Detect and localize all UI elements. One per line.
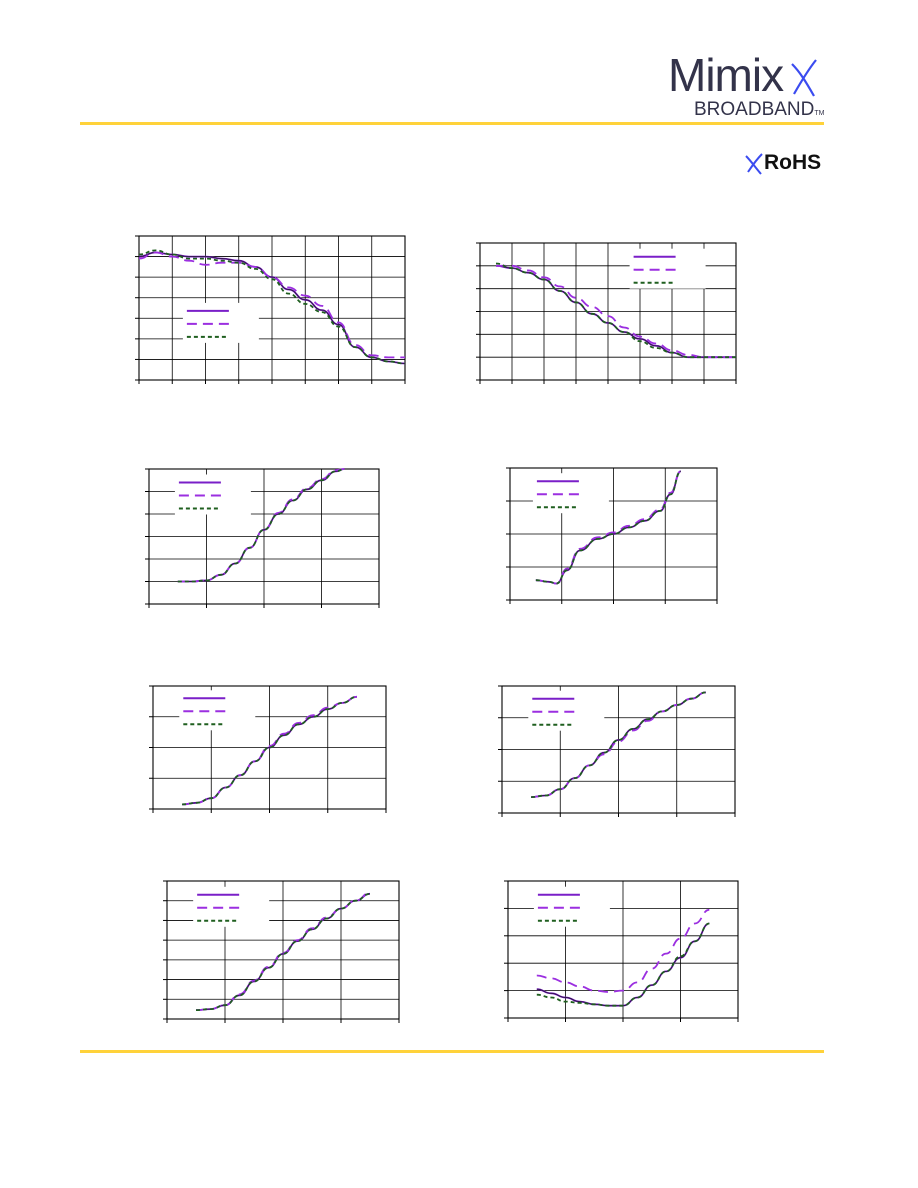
plot-frame (501, 685, 736, 814)
chart-6 (498, 685, 736, 817)
series-dash-line (536, 908, 710, 993)
chart-7 (163, 880, 400, 1023)
ticks (163, 880, 400, 1023)
series-dash-line (182, 695, 357, 806)
chart-panel-2 (476, 242, 737, 384)
ticks (476, 242, 737, 384)
chart-3 (145, 468, 380, 608)
ticks (145, 468, 380, 608)
plot-frame (479, 242, 737, 381)
series-dot-line (535, 470, 682, 585)
series-dash-line (138, 251, 405, 359)
logo-x-swoosh-icon (791, 59, 817, 97)
chart-2 (476, 242, 737, 384)
logo-word: Mimix (668, 49, 784, 101)
series-dot-line (495, 262, 736, 359)
plot-frame (152, 685, 387, 810)
chart-panel-5 (149, 685, 387, 813)
series-dot-line (531, 691, 706, 798)
legend (532, 473, 609, 514)
ticks (135, 235, 406, 384)
plot-frame (507, 880, 739, 1019)
ticks (506, 467, 718, 604)
footer-rule (80, 1050, 824, 1053)
chart-panel-6 (498, 685, 736, 817)
plot-frame (509, 467, 718, 601)
legend (629, 248, 706, 289)
rohs-x-icon (745, 153, 763, 175)
logo-tm: TM (814, 110, 825, 117)
ticks (504, 880, 739, 1022)
legend (533, 886, 610, 927)
chart-8 (504, 880, 739, 1022)
plot-frame (148, 468, 380, 605)
chart-panel-3 (145, 468, 380, 608)
series-dot-line (138, 249, 406, 365)
chart-panel-4 (506, 467, 718, 604)
ticks (498, 685, 736, 817)
plot-frame (166, 880, 400, 1020)
series-dot-line (195, 892, 371, 1011)
header-rule (80, 122, 824, 125)
chart-panel-1 (135, 235, 406, 384)
legend (528, 690, 605, 731)
chart-4 (506, 467, 718, 604)
chart-panel-7 (163, 880, 400, 1023)
logo-sub-text: BROADBAND (694, 99, 815, 120)
series-dash-line (531, 691, 706, 798)
ticks (149, 685, 387, 813)
series-dot-line (177, 468, 345, 583)
chart-panel-8 (504, 880, 739, 1022)
series-dot-line (536, 922, 710, 1007)
chart-5 (149, 685, 387, 813)
legend (182, 302, 259, 343)
logo-subtitle: BROADBANDTM (694, 99, 824, 121)
legend (193, 886, 270, 927)
legend (179, 690, 256, 731)
series-dash-line (535, 470, 682, 585)
legend (174, 474, 251, 515)
series-dot-line (182, 695, 357, 806)
plot-frame (138, 235, 406, 381)
series-dash-line (496, 264, 736, 359)
mimix-broadband-logo: Mimix BROADBANDTM (664, 52, 830, 124)
chart-1 (135, 235, 406, 384)
rohs-label: RoHS (764, 151, 822, 174)
